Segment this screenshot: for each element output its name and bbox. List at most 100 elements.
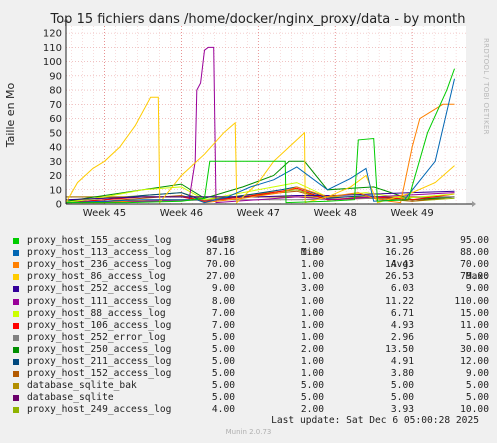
legend-min: 1.00 <box>300 295 324 307</box>
legend-rows: proxy_host_155_access_log 94.58 1.00 31.95 9… <box>10 235 490 416</box>
legend-min: 2.00 <box>300 343 324 355</box>
legend-cur: 5.00 <box>211 356 235 368</box>
legend-cur: 5.00 <box>211 380 235 392</box>
legend-max: 9.00 <box>465 283 489 295</box>
legend-min: 3.00 <box>300 283 324 295</box>
legend-header-cur: Cur: <box>211 235 235 247</box>
y-tick-label: 90 <box>49 71 62 82</box>
y-tick-label: 120 <box>43 29 62 40</box>
x-tick-label: Week 47 <box>237 208 280 219</box>
legend-row: proxy_host_113_access_log 87.16 1.00 16.26 8… <box>10 247 490 259</box>
legend-max: 15.00 <box>460 307 489 319</box>
x-tick-label: Week 45 <box>83 208 126 219</box>
legend-series-name: proxy_host_88_access_log <box>27 307 166 319</box>
legend-row: proxy_host_152_access_log 5.00 1.00 3.80 9.0… <box>10 368 490 380</box>
legend-avg: 16.26 <box>385 247 414 259</box>
x-tick-label: Week 49 <box>390 208 433 219</box>
legend-avg: 11.22 <box>385 295 414 307</box>
legend-max: 5.00 <box>465 331 489 343</box>
legend-series-name: proxy_host_155_access_log <box>27 235 172 247</box>
y-tick-label: 110 <box>43 43 62 54</box>
legend-header: Cur: Min: Avg: Max: <box>10 223 490 282</box>
last-update: Last update: Sat Dec 6 05:00:28 2025 <box>271 415 479 426</box>
legend-row: database_sqlite 5.00 5.00 5.00 5.00 <box>10 392 490 404</box>
plot-background <box>66 26 466 204</box>
legend-series-name: proxy_host_249_access_log <box>27 404 172 416</box>
legend-avg: 3.80 <box>390 368 414 380</box>
legend-row: proxy_host_249_access_log 4.00 2.00 3.93 10.… <box>10 404 490 416</box>
legend-cur: 7.00 <box>211 319 235 331</box>
legend-max: 11.00 <box>460 319 489 331</box>
legend-avg: 4.91 <box>390 356 414 368</box>
munin-version: Munin 2.0.73 <box>225 428 272 436</box>
legend-avg: 4.93 <box>390 319 414 331</box>
legend-swatch <box>13 262 19 269</box>
series-line <box>65 186 455 204</box>
legend-swatch <box>13 395 19 402</box>
legend-swatch <box>13 274 19 281</box>
legend-min: 1.00 <box>300 368 324 380</box>
y-tick-label: 70 <box>49 100 62 111</box>
y-tick-label: 60 <box>49 114 62 125</box>
y-axis-label: Taille en Mo <box>4 82 17 148</box>
legend-series-name: proxy_host_106_access_log <box>27 319 172 331</box>
legend-avg: 13.50 <box>385 343 414 355</box>
legend-series-name: proxy_host_152_access_log <box>27 368 172 380</box>
legend-cur: 5.00 <box>211 331 235 343</box>
legend-min: 1.00 <box>300 319 324 331</box>
y-tick-label: 40 <box>49 143 62 154</box>
legend-swatch <box>13 238 19 245</box>
legend-row: proxy_host_86_access_log 27.00 1.00 26.53 79… <box>10 271 490 283</box>
legend-header-min: Min: <box>300 247 324 259</box>
legend-swatch <box>13 407 19 414</box>
legend-avg: 3.93 <box>390 404 414 416</box>
legend-avg: 2.96 <box>390 331 414 343</box>
legend-max: 10.00 <box>460 404 489 416</box>
y-tick-label: 20 <box>49 171 62 182</box>
legend-swatch <box>13 322 19 329</box>
legend-cur: 4.00 <box>211 404 235 416</box>
legend-min: 1.00 <box>300 307 324 319</box>
legend-row: database_sqlite_bak 5.00 5.00 5.00 5.00 <box>10 380 490 392</box>
legend-max: 88.00 <box>460 247 489 259</box>
legend-swatch <box>13 334 19 341</box>
legend-min: 1.00 <box>300 271 324 283</box>
legend-swatch <box>13 298 19 305</box>
legend-cur: 5.00 <box>211 392 235 404</box>
chart-title: Top 15 fichiers dans /home/docker/nginx_… <box>50 12 466 27</box>
legend-avg: 6.03 <box>390 283 414 295</box>
rrdtool-watermark: RRDTOOL / TOBI OETIKER <box>482 38 490 135</box>
legend-max: 5.00 <box>465 392 489 404</box>
legend-cur: 94.58 <box>206 235 235 247</box>
series-line <box>66 68 455 204</box>
legend-cur: 5.00 <box>211 343 235 355</box>
legend-row: proxy_host_88_access_log 7.00 1.00 6.71 15.0… <box>10 308 490 320</box>
legend-avg: 14.43 <box>385 259 414 271</box>
legend-max: 12.00 <box>460 356 489 368</box>
legend-min: 1.00 <box>300 235 324 247</box>
legend-max: 110.00 <box>454 295 489 307</box>
legend-swatch <box>13 346 19 353</box>
x-axis-arrow <box>472 201 476 207</box>
legend-cur: 27.00 <box>206 271 235 283</box>
y-tick-label: 10 <box>49 185 62 196</box>
y-tick-label: 100 <box>43 57 62 68</box>
legend-row: proxy_host_155_access_log 94.58 1.00 31.95 9… <box>10 235 490 247</box>
legend-row: proxy_host_252_access_log 9.00 3.00 6.03 9.0… <box>10 283 490 295</box>
legend-min: 1.00 <box>300 259 324 271</box>
legend-series-name: proxy_host_111_access_log <box>27 295 172 307</box>
legend-series-name: database_sqlite <box>27 392 114 404</box>
legend-series-name: proxy_host_86_access_log <box>27 271 166 283</box>
legend-max: 30.00 <box>460 343 489 355</box>
legend-row: proxy_host_211_access_log 5.00 1.00 4.91 12.… <box>10 356 490 368</box>
y-axis-arrow <box>63 18 69 22</box>
series-line <box>65 96 455 205</box>
legend-swatch <box>13 310 19 317</box>
legend-swatch <box>13 359 19 366</box>
legend-min: 5.00 <box>300 380 324 392</box>
legend-min: 1.00 <box>300 331 324 343</box>
legend-series-name: proxy_host_250_access_log <box>27 343 172 355</box>
series-line <box>65 190 455 201</box>
legend-row: proxy_host_236_access_log 70.00 1.00 14.43 7… <box>10 259 490 271</box>
legend-series-name: proxy_host_211_access_log <box>27 356 172 368</box>
